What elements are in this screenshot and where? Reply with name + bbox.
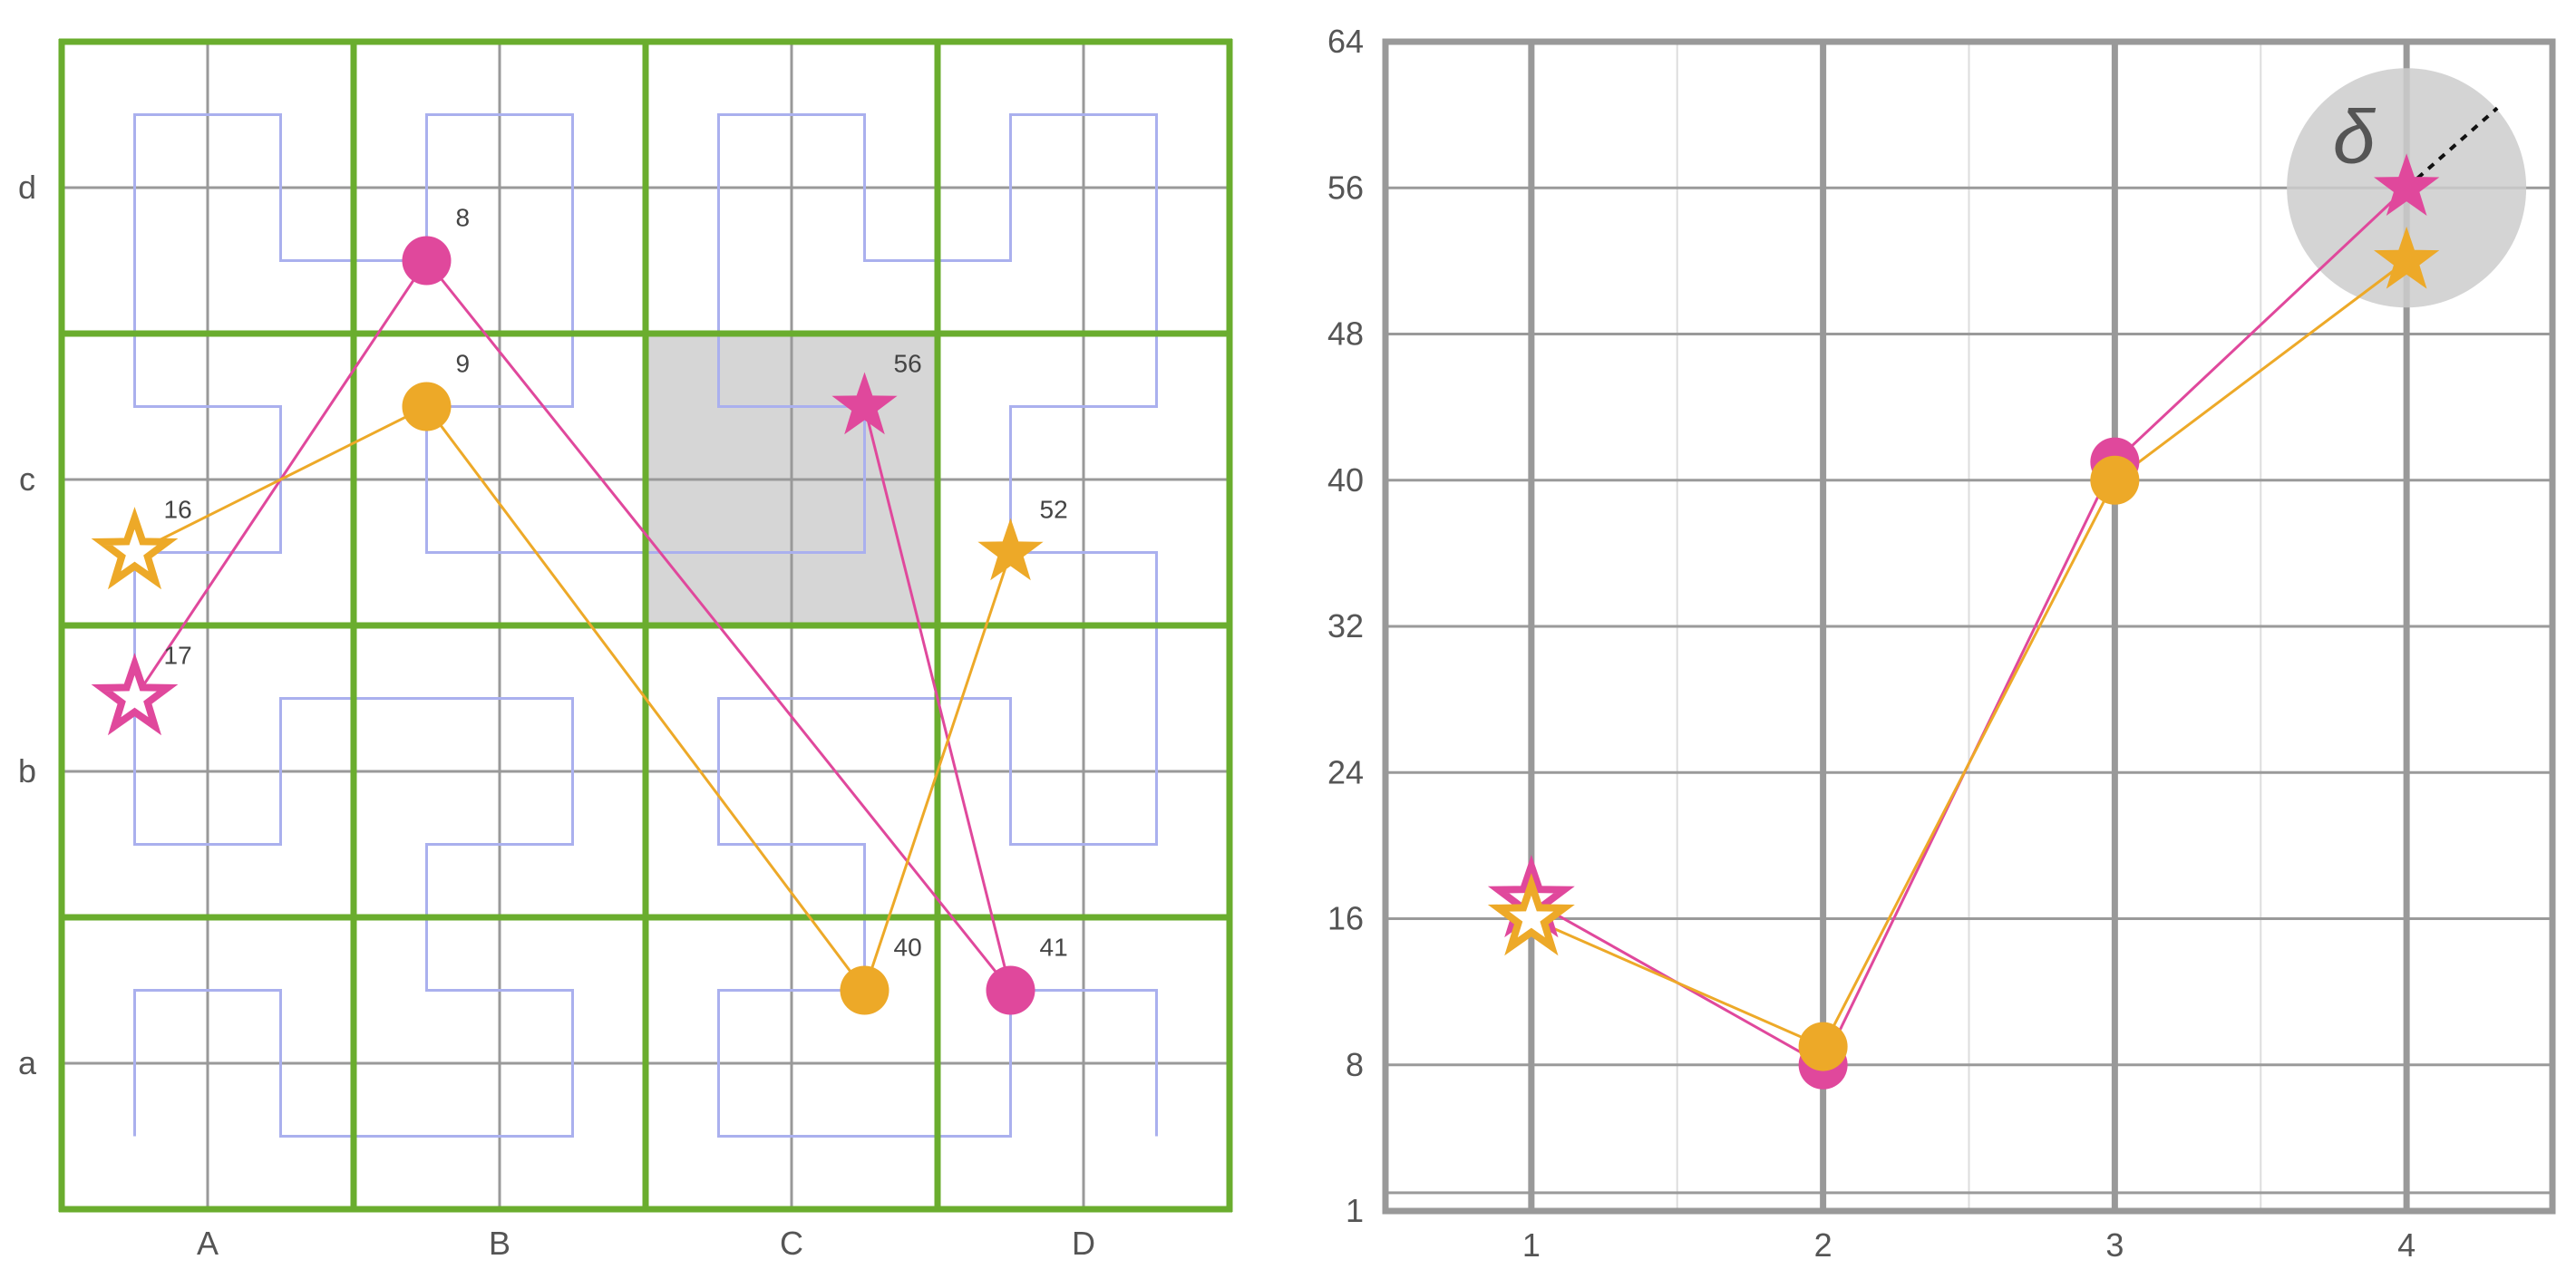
row-tick-label: c <box>19 460 35 498</box>
series-line <box>133 404 1012 993</box>
series-point-marker <box>2090 455 2140 505</box>
x-tick-label: 1 <box>1522 1226 1541 1264</box>
row-tick-label: d <box>18 169 36 206</box>
y-tick-label: 64 <box>1327 23 1364 60</box>
y-tick-label: 56 <box>1327 169 1364 206</box>
point-label: 16 <box>164 496 192 524</box>
series-line <box>1531 259 2408 1049</box>
row-tick-label: b <box>18 752 36 790</box>
y-tick-label: 48 <box>1327 315 1364 353</box>
point-label: 41 <box>1040 934 1068 962</box>
series-point-marker <box>2374 153 2440 216</box>
x-tick-label: 3 <box>2105 1226 2124 1264</box>
point-label: 40 <box>894 934 922 962</box>
series-point-marker <box>91 507 179 590</box>
x-tick-label: 2 <box>1814 1226 1832 1264</box>
column-tick-label: C <box>780 1225 803 1262</box>
series-point-marker <box>91 653 179 736</box>
row-tick-label: a <box>18 1044 37 1081</box>
point-label: 8 <box>456 204 471 232</box>
y-tick-label: 1 <box>1346 1192 1364 1229</box>
hilbert-grid-plot: A B C Da b c d 17 8 41 56 16 9 40 52 <box>18 38 1233 1262</box>
x-tick-label: 4 <box>2397 1226 2416 1264</box>
point-label: 52 <box>1040 496 1068 524</box>
series-point-marker <box>840 965 889 1015</box>
y-tick-label: 32 <box>1327 607 1364 644</box>
column-tick-label: D <box>1072 1225 1095 1262</box>
y-tick-label: 24 <box>1327 753 1364 790</box>
y-tick-label: 8 <box>1346 1046 1364 1083</box>
plot-frame <box>1382 38 2556 1215</box>
point-label: 17 <box>164 642 192 670</box>
series-point-marker <box>2374 226 2440 289</box>
delta-annotation-label: δ <box>2333 93 2377 179</box>
column-tick-label: B <box>489 1225 510 1262</box>
series-point-marker <box>402 382 452 431</box>
series-point-marker <box>831 372 898 435</box>
series-point-marker <box>986 965 1035 1015</box>
column-tick-label: A <box>197 1225 219 1262</box>
point-label: 9 <box>456 350 471 378</box>
y-tick-label: 16 <box>1327 900 1364 937</box>
line-plot: 1 8 16 24 32 40 48 56 64 1 2 3 4 δ <box>1327 23 2556 1264</box>
series-point-marker <box>1798 1022 1848 1071</box>
series-point-marker <box>1487 873 1575 956</box>
delta-radius-line <box>2405 106 2499 189</box>
series-point-marker <box>402 236 452 286</box>
series-point-marker <box>977 518 1044 581</box>
point-label: 56 <box>894 350 922 378</box>
y-tick-label: 40 <box>1327 461 1364 499</box>
